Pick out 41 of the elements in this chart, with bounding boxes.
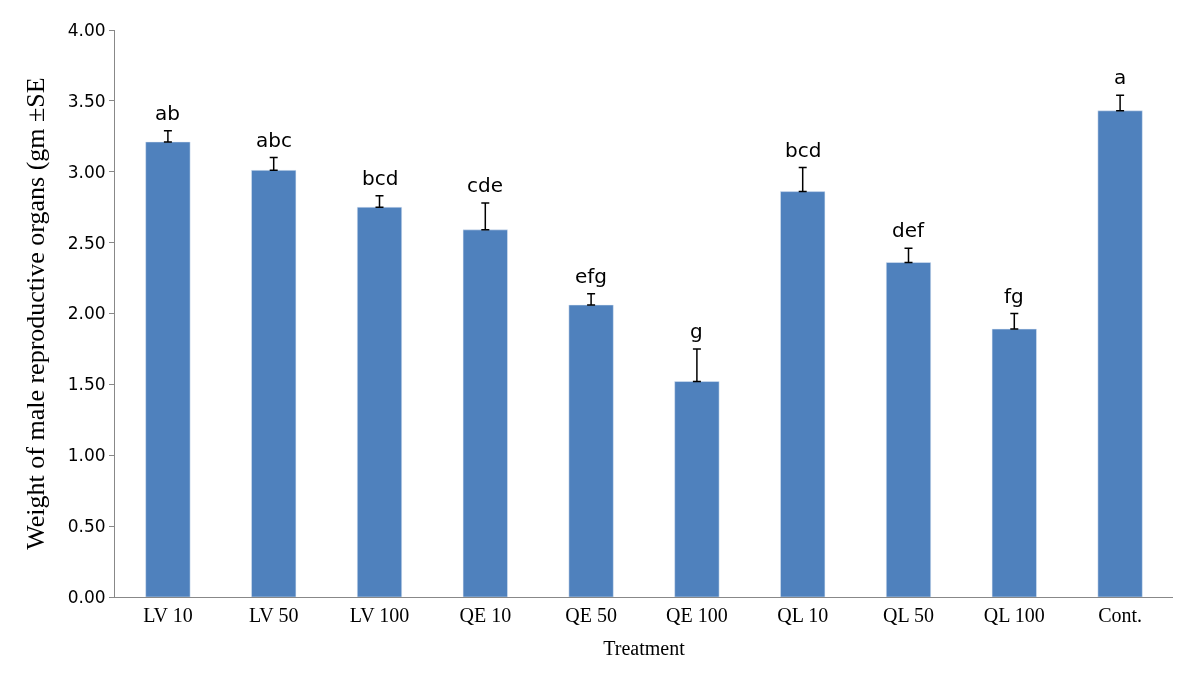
x-tick-label: QL 100 [983, 604, 1045, 626]
annotation: abc [256, 128, 292, 152]
annotation: bcd [362, 166, 399, 190]
annotation: g [690, 319, 703, 343]
bar [886, 262, 931, 597]
x-tick-label: QL 10 [777, 604, 829, 626]
annotation: efg [575, 264, 608, 288]
x-tick-label: QE 10 [459, 604, 512, 626]
x-tick-label: LV 100 [349, 604, 410, 626]
bar [674, 381, 720, 597]
bar [357, 206, 402, 597]
bar [568, 304, 614, 597]
annotation: a [1114, 65, 1127, 89]
y-tick-label: 0.50 [67, 516, 106, 537]
bar [145, 141, 191, 597]
y-axis-title: Weight of male reproductive organs (gm ±SE [21, 77, 51, 550]
annotation: def [892, 218, 925, 242]
y-tick-label: 1.50 [67, 374, 106, 395]
bar [780, 191, 826, 597]
x-tick-label: QE 50 [565, 604, 617, 626]
y-tick-label: 1.00 [67, 445, 106, 466]
y-tick-label: 0.00 [67, 586, 106, 607]
x-tick-label: QE 100 [666, 604, 728, 626]
y-tick-label: 2.50 [67, 232, 106, 253]
bar [462, 229, 508, 597]
annotation: cde [467, 173, 503, 197]
annotation: bcd [785, 138, 822, 162]
annotation: fg [1004, 284, 1024, 308]
y-tick-label: 4.00 [67, 19, 106, 40]
bar [1097, 110, 1143, 597]
y-tick-label: 3.00 [67, 161, 106, 182]
x-tick-label: LV 10 [143, 604, 193, 626]
bar [251, 170, 297, 597]
bar [991, 328, 1037, 597]
x-tick-label: Cont. [1098, 604, 1143, 626]
x-tick-label: LV 50 [248, 604, 299, 626]
y-tick-label: 2.00 [67, 303, 106, 324]
x-tick-label: QL 50 [883, 604, 934, 626]
x-axis-title: Treatment [603, 636, 686, 659]
y-tick-label: 3.50 [67, 90, 106, 111]
annotation: ab [155, 101, 180, 125]
